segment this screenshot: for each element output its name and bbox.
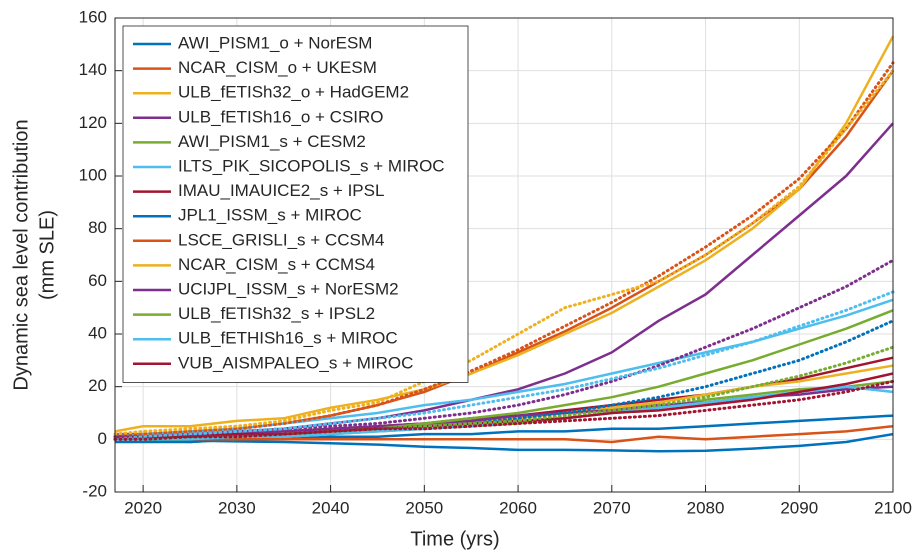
series-line xyxy=(113,379,895,441)
y-tick-label: 40 xyxy=(88,323,107,342)
legend-label: ULB_fETISh32_o + HadGEM2 xyxy=(178,83,409,102)
series-line xyxy=(113,290,895,441)
y-tick-label: 0 xyxy=(98,429,107,448)
x-tick-label: 2070 xyxy=(593,498,631,517)
x-tick-label: 2030 xyxy=(218,498,256,517)
y-tick-label: 60 xyxy=(88,271,107,290)
y-axis-label: (mm SLE) xyxy=(36,210,58,300)
legend-label: ULB_fETHISh16_s + MIROC xyxy=(178,329,398,348)
legend-label: NCAR_CISM_s + CCMS4 xyxy=(178,255,375,274)
legend-label: VUB_AISMPALEO_s + MIROC xyxy=(178,353,413,372)
y-tick-label: -20 xyxy=(82,481,107,500)
y-tick-label: 160 xyxy=(79,7,107,26)
legend-label: UCIJPL_ISSM_s + NorESM2 xyxy=(178,279,399,298)
x-tick-label: 2040 xyxy=(312,498,350,517)
legend-label: ULB_fETISh16_o + CSIRO xyxy=(178,107,384,126)
x-tick-label: 2060 xyxy=(499,498,537,517)
legend-box xyxy=(122,25,469,383)
series-line xyxy=(115,424,894,444)
legend-label: LSCE_GRISLI_s + CCSM4 xyxy=(178,230,384,249)
legend-label: ILTS_PIK_SICOPOLIS_s + MIROC xyxy=(178,156,445,175)
y-tick-label: 80 xyxy=(88,218,107,237)
y-tick-label: 140 xyxy=(79,60,107,79)
x-axis-label: Time (yrs) xyxy=(410,528,499,550)
x-tick-label: 2020 xyxy=(124,498,162,517)
series-line xyxy=(113,69,895,436)
legend-label: IMAU_IMAUICE2_s + IPSL xyxy=(178,181,384,200)
x-tick-label: 2090 xyxy=(780,498,818,517)
y-tick-label: 100 xyxy=(79,165,107,184)
legend-label: NCAR_CISM_o + UKESM xyxy=(178,58,377,77)
legend-label: AWI_PISM1_s + CESM2 xyxy=(178,132,366,151)
series-line xyxy=(113,61,895,439)
legend-label: AWI_PISM1_o + NorESM xyxy=(178,33,372,52)
y-tick-label: 20 xyxy=(88,376,107,395)
legend-label: JPL1_ISSM_s + MIROC xyxy=(178,206,362,225)
legend-label: ULB_fETISh32_s + IPSL2 xyxy=(178,304,375,323)
x-tick-label: 2100 xyxy=(874,498,912,517)
plot-frame xyxy=(114,17,894,493)
x-tick-label: 2050 xyxy=(405,498,443,517)
series-line xyxy=(114,35,895,433)
y-axis-label: Dynamic sea level contribution xyxy=(10,119,32,390)
series-line xyxy=(115,432,894,453)
y-tick-label: 120 xyxy=(79,113,107,132)
x-tick-label: 2080 xyxy=(687,498,725,517)
